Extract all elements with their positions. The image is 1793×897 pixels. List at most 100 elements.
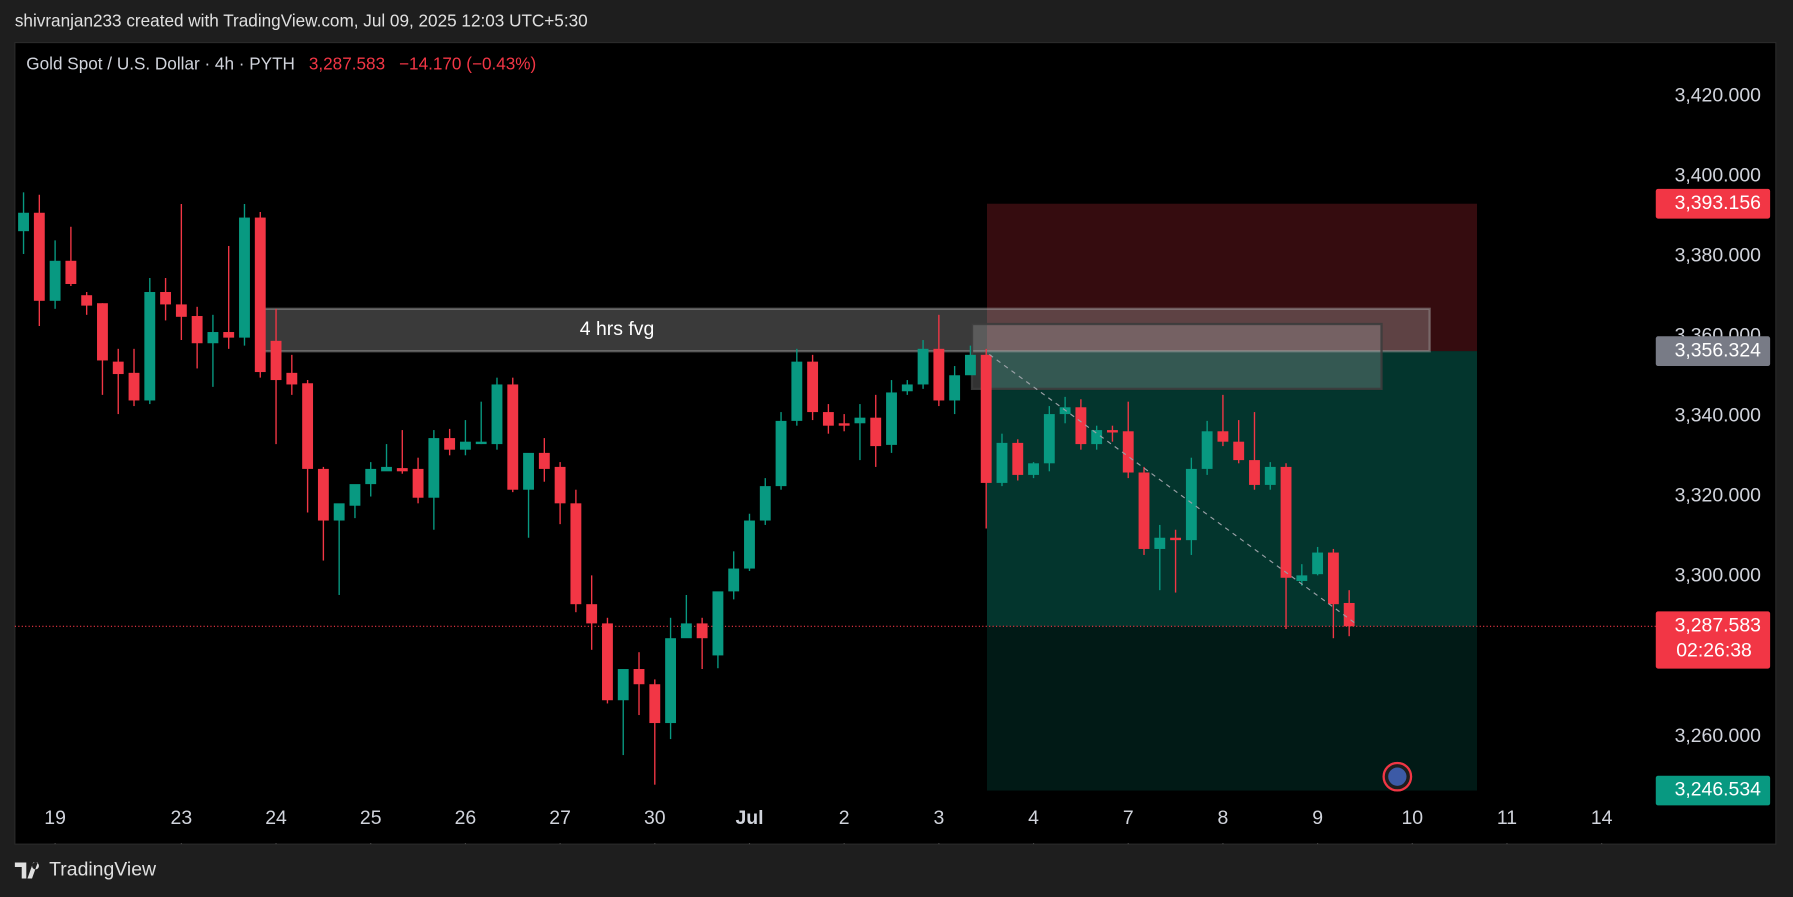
candle-body	[81, 295, 93, 306]
candle-body	[1249, 460, 1260, 485]
y-tick-label: 3,400.000	[1675, 164, 1762, 186]
candle-body	[144, 292, 156, 401]
candle-body	[191, 316, 203, 344]
candle-body	[412, 468, 424, 498]
candle-body	[1264, 466, 1276, 485]
x-tick-label: 7	[1123, 807, 1134, 829]
candle-body	[838, 423, 850, 426]
event-flag	[1388, 767, 1407, 786]
candle-body	[1154, 537, 1166, 549]
x-tick-label: 9	[1312, 807, 1323, 829]
candle-body	[302, 383, 314, 469]
candle-body	[381, 466, 392, 472]
candle-body	[491, 384, 503, 445]
price-tag	[1655, 188, 1771, 219]
candle-body	[728, 568, 740, 592]
candle-body	[1107, 430, 1118, 433]
candle-body	[1122, 431, 1134, 473]
candle-body	[964, 354, 976, 376]
price-tag-label: 3,246.534	[1675, 779, 1762, 801]
candle-body	[854, 417, 866, 424]
y-tick-label: 3,380.000	[1675, 245, 1762, 267]
candle-body	[665, 638, 677, 724]
candle-body	[1012, 442, 1024, 475]
y-tick-label: 3,300.000	[1675, 565, 1762, 587]
candle-body	[1280, 466, 1292, 578]
x-tick-label: Jul	[735, 807, 763, 829]
candle-body	[1217, 431, 1229, 442]
candle-body	[980, 354, 992, 483]
candle-body	[160, 292, 172, 305]
candle-body	[586, 604, 598, 624]
candle-body	[949, 375, 961, 401]
x-tick-label: 19	[44, 807, 66, 829]
candle-body	[791, 361, 803, 421]
candle-body	[286, 372, 298, 385]
candle-body	[901, 384, 913, 392]
candle-body	[1343, 602, 1355, 627]
x-tick-label: 10	[1401, 807, 1423, 829]
footer-logo: TradingView	[14, 859, 157, 881]
candle-body	[886, 392, 897, 445]
symbol: Gold Spot / U.S. Dollar · 4h · PYTH	[26, 53, 295, 73]
x-tick-label: 23	[171, 807, 193, 829]
footer: TradingView	[49, 859, 157, 881]
candle-body	[112, 361, 124, 375]
candle-body	[396, 468, 408, 472]
candle-body	[333, 503, 345, 521]
candle-body	[459, 441, 471, 450]
candle-body	[744, 520, 755, 569]
candle-body	[870, 417, 882, 447]
zone-box	[970, 322, 1383, 391]
candle-body	[1296, 575, 1308, 581]
candle-body	[523, 452, 534, 490]
x-tick-label: 24	[265, 807, 287, 829]
stop-zone	[986, 203, 1477, 352]
x-tick-label: 11	[1497, 807, 1517, 829]
countdown: 02:26:38	[1676, 640, 1752, 662]
candle-body	[1043, 414, 1055, 464]
price-tag-label: 3,287.583	[1675, 614, 1761, 636]
change: −14.170 (−0.43%)	[399, 53, 536, 73]
candle-body	[207, 332, 219, 344]
candle-body	[649, 684, 661, 724]
price-tag	[1655, 336, 1771, 367]
x-tick-label: 25	[360, 807, 382, 829]
candle-body	[538, 452, 550, 469]
candle-body	[317, 468, 329, 521]
candle-body	[554, 466, 566, 504]
last-price: 3,287.583	[309, 53, 385, 73]
candle-body	[680, 623, 692, 639]
candle-body	[602, 623, 613, 701]
price-tag-label: 3,393.156	[1675, 192, 1761, 214]
candle-body	[270, 340, 282, 381]
candle-body	[349, 484, 361, 506]
plot: 4 hrs fvg3,260.0003,280.0003,300.0003,32…	[14, 84, 1771, 845]
candle-body	[1233, 441, 1245, 461]
candle-body	[570, 503, 582, 605]
candle-body	[1138, 472, 1150, 549]
candle-body	[1028, 463, 1039, 475]
x-tick-label: 2	[839, 807, 850, 829]
candle-body	[18, 212, 29, 232]
candle-body	[175, 304, 187, 317]
candle-body	[1170, 537, 1182, 541]
candle-body	[1327, 552, 1339, 605]
candle-body	[1185, 468, 1197, 541]
candle-body	[712, 591, 724, 656]
candle-body	[239, 217, 250, 338]
candle-body	[97, 303, 108, 361]
candle-body	[1091, 430, 1103, 445]
x-tick-label: 14	[1591, 807, 1613, 829]
candle-body	[996, 442, 1008, 483]
candle-body	[759, 486, 771, 521]
x-tick-label: 30	[644, 807, 666, 829]
x-tick-label: 27	[549, 807, 571, 829]
trendline	[989, 353, 1358, 626]
candle-body	[254, 217, 266, 373]
price-tag	[1655, 775, 1771, 806]
price-tag	[1655, 611, 1771, 669]
candle-body	[49, 260, 61, 301]
candle-body	[1201, 431, 1213, 469]
